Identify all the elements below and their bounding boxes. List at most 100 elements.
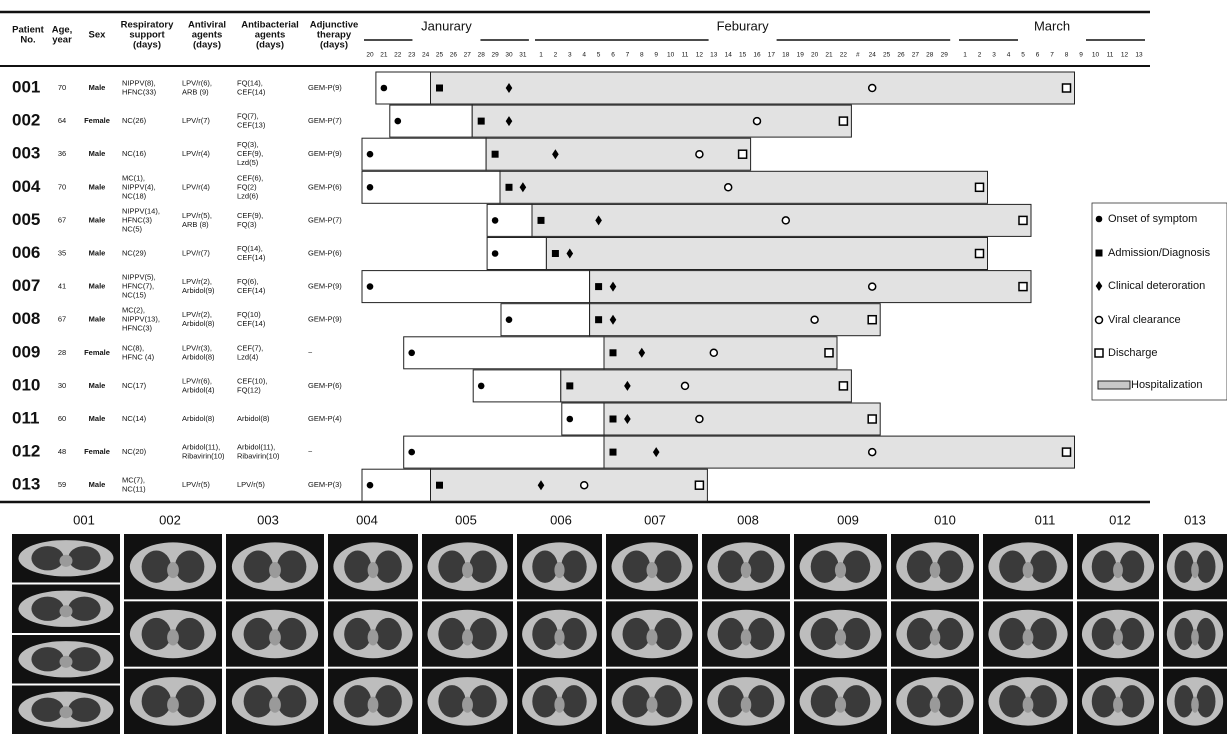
antiviral-agents: Arbidol(8) [182,319,215,328]
day-label: 7 [626,52,630,59]
ct-heart [368,697,379,713]
legend-label: Admission/Diagnosis [1108,247,1211,259]
viral-clearance-marker [696,416,703,423]
ct-lung [31,597,63,621]
ct-lung [1196,618,1215,650]
respiratory-support: HFNC(33) [122,87,157,96]
ct-heart [269,629,281,645]
ct-image [328,669,418,734]
age: 30 [58,381,66,390]
sex: Male [89,215,106,224]
ct-lung [344,618,371,650]
respiratory-support: NC(18) [122,191,147,200]
antibacterial-agents: CEF(14) [237,286,266,295]
antiviral-agents: Arbidol(8) [182,352,215,361]
antibacterial-agents: FQ(2) [237,182,257,191]
admission-marker [436,85,443,92]
onset-marker [367,151,374,158]
hospitalization-box [472,105,851,137]
discharge-marker [976,183,984,191]
antiviral-agents: ARB (9) [182,87,209,96]
day-label: 21 [380,52,388,59]
adjunctive-therapy: GEM-P(9) [308,315,342,324]
column-header: Sex [89,30,107,41]
ct-heart [1191,697,1199,713]
ct-heart [1191,629,1199,645]
age: 59 [58,480,66,489]
antiviral-agents: Arbidol(11), [182,443,220,452]
ct-lung [842,551,870,583]
ct-image [12,686,120,735]
day-label: 17 [768,52,776,59]
ct-heart [646,629,657,645]
ct-heart [1023,697,1034,713]
day-label: 9 [654,52,658,59]
ct-label: 002 [159,512,181,527]
admission-marker [506,184,513,191]
antibacterial-agents: CEF(13) [237,121,266,130]
pre-admission-box [362,138,486,170]
ct-label: 006 [550,512,572,527]
age: 36 [58,149,66,158]
discharge-marker [1019,216,1027,224]
ct-heart [741,697,752,713]
ct-heart [930,629,941,645]
ct-image [794,669,887,734]
ct-image [794,534,887,599]
antibacterial-agents: CEF(7), [237,343,263,352]
discharge-marker [839,117,847,125]
ct-lung [244,618,273,650]
antiviral-agents: ARB (8) [182,220,209,229]
day-label: 3 [568,52,572,59]
column-header: No. [20,35,35,46]
adjunctive-therapy: GEM-P(7) [308,116,342,125]
adjunctive-therapy: ~ [308,447,313,456]
ct-lung [532,551,558,583]
pre-admission-box [404,337,604,369]
ct-image [1077,669,1159,734]
legend-swatch [1098,381,1130,389]
ct-lung [1196,685,1215,717]
day-label: 25 [883,52,891,59]
antiviral-agents: LPV/r(2), [182,310,212,319]
patient-no: 001 [12,77,40,96]
antiviral-agents: LPV/r(6), [182,78,212,87]
day-label: 27 [912,52,920,59]
ct-lung [1092,685,1117,717]
ct-label: 004 [356,512,378,527]
month-label: March [1034,18,1070,33]
antibacterial-agents: Lzd(5) [237,158,259,167]
adjunctive-therapy: GEM-P(9) [308,149,342,158]
column-header: (days) [133,40,161,51]
onset-marker [492,217,499,224]
respiratory-support: HFNC(7), [122,282,154,291]
day-label: 19 [797,52,805,59]
legend-symbol [1096,250,1103,257]
day-label: 5 [597,52,601,59]
ct-lung [561,618,587,650]
antibacterial-agents: Ribavirin(10) [237,452,280,461]
ct-label: 005 [455,512,477,527]
ct-lung [623,618,651,650]
ct-lung [31,698,63,722]
column-header: (days) [320,40,348,51]
ct-lung [842,685,870,717]
sex: Male [89,248,106,257]
patient-no: 013 [12,475,40,494]
age: 70 [58,83,66,92]
day-label: 22 [394,52,402,59]
age: 60 [58,414,66,423]
age: 48 [58,447,66,456]
ct-lung [999,618,1026,650]
patient-row: 00567MaleGEM-P(7) [12,204,1031,236]
ct-lung [68,546,100,570]
ct-label: 001 [73,512,95,527]
adjunctive-therapy: GEM-P(6) [308,381,342,390]
discharge-marker [868,316,876,324]
antibacterial-agents: CEF(9), [237,149,263,158]
day-label: 14 [725,52,733,59]
age: 67 [58,215,66,224]
ct-image [12,534,120,583]
ct-lung [1175,685,1194,717]
ct-image [124,534,222,599]
